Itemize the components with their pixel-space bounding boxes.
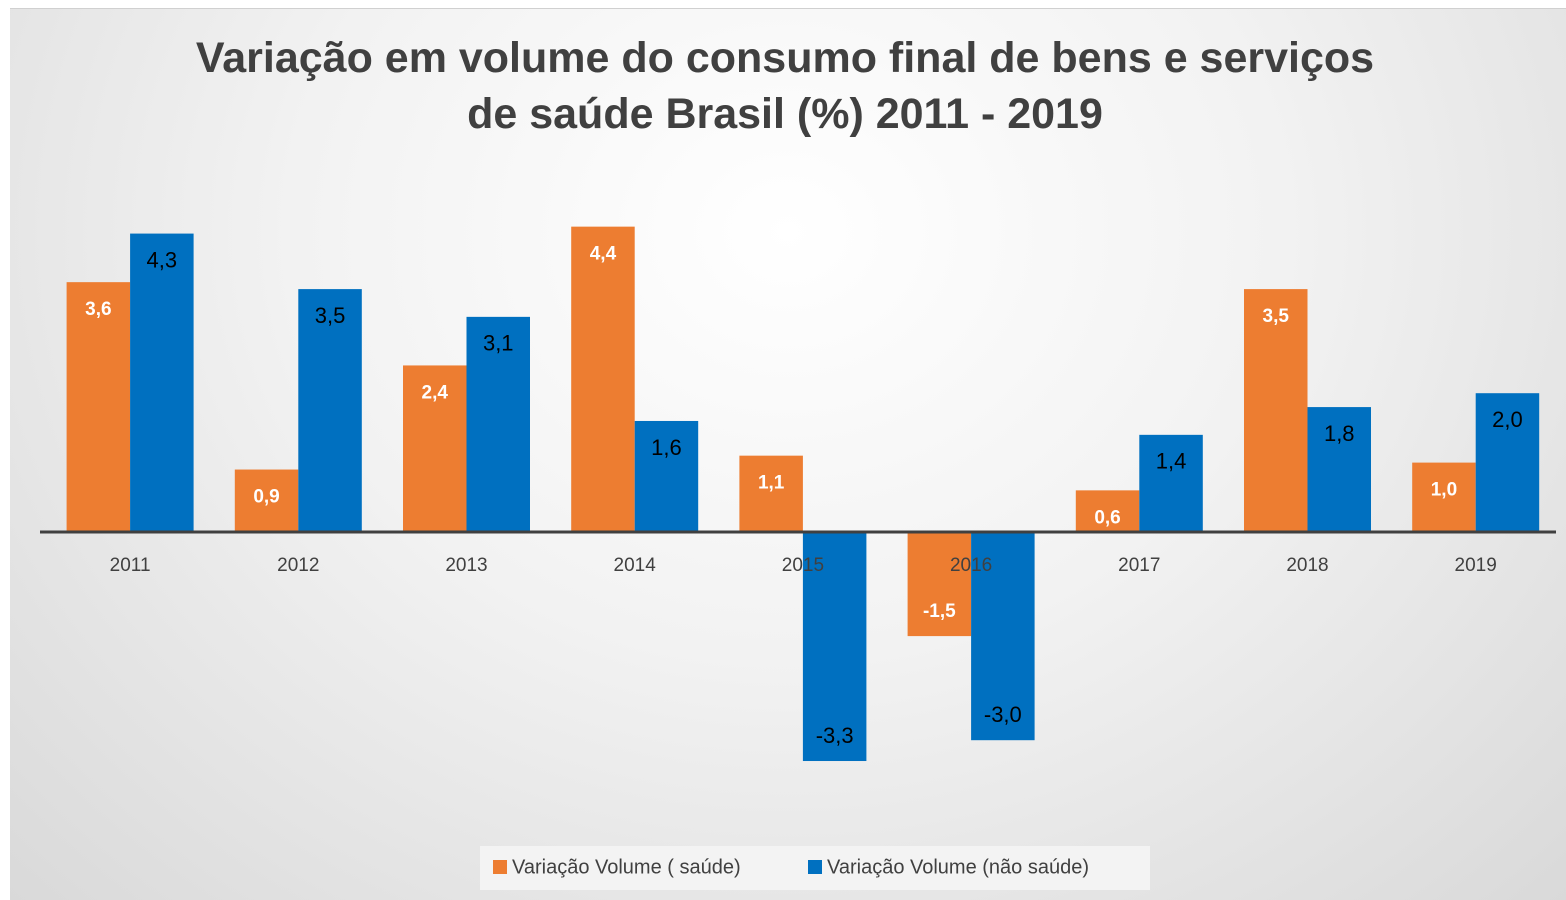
x-tick-label: 2017 (1118, 555, 1160, 576)
bar (66, 282, 131, 532)
data-label: 4,3 (147, 247, 178, 272)
bar (1075, 490, 1140, 532)
legend-swatch (808, 860, 822, 874)
legend-swatch (493, 860, 507, 874)
data-label: 3,5 (1263, 306, 1290, 327)
data-label: 1,6 (651, 435, 682, 460)
data-label: 0,6 (1094, 507, 1120, 528)
bar (234, 469, 299, 532)
data-label: 3,1 (483, 331, 514, 356)
bar (130, 233, 194, 532)
bar (739, 455, 803, 532)
x-tick-label: 2013 (445, 555, 487, 576)
chart-title: Variação em volume do consumo final de b… (195, 34, 1375, 138)
bar (403, 365, 467, 532)
legend-label: Variação Volume ( saúde) (512, 856, 741, 878)
bar (802, 532, 867, 762)
data-label: 3,5 (315, 303, 346, 328)
data-label: -1,5 (923, 601, 956, 622)
bar (907, 532, 972, 637)
data-label: 2,4 (422, 382, 449, 403)
bar (971, 532, 1035, 741)
bar (634, 420, 699, 532)
x-tick-label: 2015 (782, 555, 824, 576)
bar (1244, 289, 1308, 532)
data-label: 1,8 (1324, 421, 1355, 446)
data-label: 1,1 (758, 473, 785, 494)
bar (571, 226, 635, 532)
data-label: 1,4 (1156, 449, 1187, 474)
x-tick-label: 2014 (614, 555, 657, 576)
bar (1307, 407, 1371, 532)
bar (466, 316, 530, 532)
x-tick-label: 2011 (110, 555, 151, 576)
data-label: 2,0 (1492, 407, 1523, 432)
data-label: -3,0 (984, 702, 1022, 727)
legend-label: Variação Volume (não saúde) (827, 856, 1089, 878)
data-label: 4,4 (590, 244, 617, 265)
data-label: 0,9 (253, 487, 279, 508)
x-tick-label: 2012 (277, 555, 319, 576)
bar (298, 289, 362, 532)
bar (1412, 462, 1476, 532)
data-label: 3,6 (85, 299, 111, 320)
x-tick-label: 2019 (1455, 555, 1497, 576)
data-label: -3,3 (816, 723, 854, 748)
bar (1475, 393, 1540, 532)
x-tick-label: 2016 (950, 555, 992, 576)
x-tick-label: 2018 (1286, 555, 1328, 576)
data-label: 1,0 (1431, 480, 1457, 501)
bar (1139, 434, 1203, 532)
